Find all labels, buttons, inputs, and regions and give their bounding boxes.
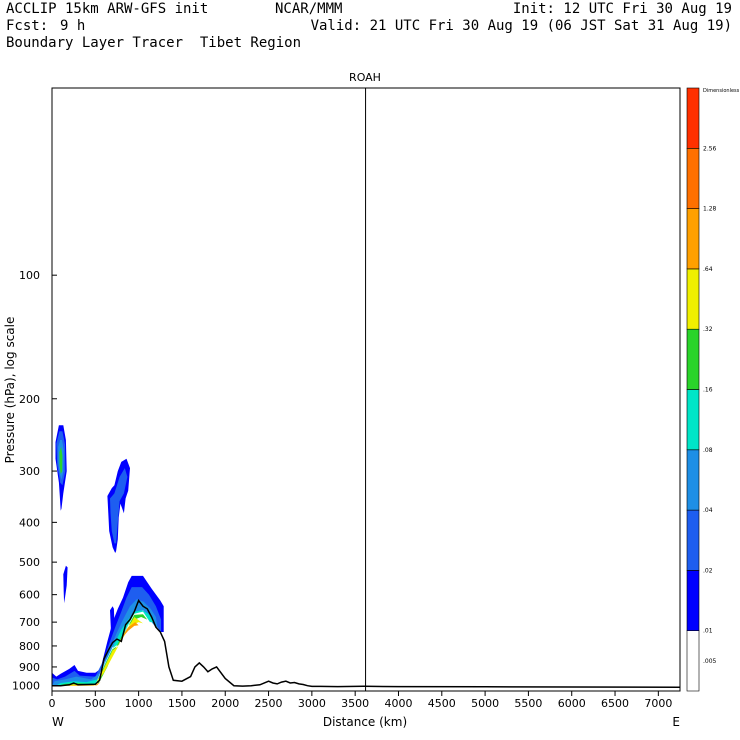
- colorbar-swatch-4: [686, 389, 700, 451]
- x-tick-label-1500: 1500: [168, 697, 196, 710]
- x-tick-label-3000: 3000: [298, 697, 326, 710]
- colorbar-swatch-9: [686, 87, 700, 149]
- init-time: Init: 12 UTC Fri 30 Aug 19: [512, 1, 732, 17]
- colorbar-swatch-6: [686, 268, 700, 330]
- center-label: NCAR/MMM: [275, 1, 343, 17]
- model-title: ACCLIP 15km ARW-GFS init: [6, 1, 209, 17]
- y-tick-label-100: 100: [19, 269, 40, 282]
- tracer-region-10: [52, 599, 158, 686]
- colorbar-swatch-1: [686, 570, 700, 632]
- terrain-line: [52, 598, 681, 688]
- y-axis-label: Pressure (hPa), log scale: [3, 317, 17, 464]
- y-tick-label-400: 400: [19, 516, 40, 529]
- x-tick-label-2500: 2500: [255, 697, 283, 710]
- y-tick-label-700: 700: [19, 616, 40, 629]
- colorbar-swatch-0: [686, 630, 700, 692]
- y-tick-label-500: 500: [19, 556, 40, 569]
- x-tick-label-5000: 5000: [471, 697, 499, 710]
- y-tick-label-1000: 1000: [12, 680, 40, 693]
- colorbar-label-1: .01: [703, 628, 713, 635]
- x-tick-label-4500: 4500: [428, 697, 456, 710]
- x-tick-label-6000: 6000: [558, 697, 586, 710]
- x-tick-label-6500: 6500: [601, 697, 629, 710]
- x-tick-label-2000: 2000: [211, 697, 239, 710]
- tracer-region-6: [63, 565, 68, 604]
- y-tick-label-300: 300: [19, 465, 40, 478]
- terrain-layer: [52, 598, 681, 688]
- tracer-region-14: [65, 682, 101, 686]
- y-tick-label-800: 800: [19, 640, 40, 653]
- x-tick-label-3500: 3500: [341, 697, 369, 710]
- colorbar-label-5: .16: [703, 387, 713, 394]
- colorbar-swatch-8: [686, 148, 700, 209]
- tracer-region-8: [52, 575, 164, 686]
- x-tick-label-500: 500: [85, 697, 106, 710]
- forecast-hour: 9 h: [60, 18, 86, 34]
- colorbar-swatch-5: [686, 328, 700, 390]
- x-tick-label-7000: 7000: [644, 697, 672, 710]
- forecast-label: Fcst:: [6, 18, 49, 34]
- x-tick-label-5500: 5500: [514, 697, 542, 710]
- colorbar-label-3: .04: [703, 507, 713, 514]
- colorbar-title: Dimensionless: [703, 88, 740, 94]
- plot-frame: [51, 87, 681, 692]
- colorbar-label-4: .08: [703, 447, 713, 454]
- tracer-region-12: [57, 614, 148, 686]
- x-tick-label-0: 0: [49, 697, 56, 710]
- tracer-region-5: [110, 468, 128, 544]
- colorbar-label-2: .02: [703, 567, 713, 574]
- tracer-fill-layer: [52, 425, 164, 686]
- colorbar-label-6: .32: [703, 326, 713, 333]
- y-tick-label-600: 600: [19, 589, 40, 602]
- chart-title: ROAH: [349, 71, 381, 84]
- colorbar-swatch-3: [686, 449, 700, 511]
- x-tick-label-4000: 4000: [384, 697, 412, 710]
- y-tick-label-200: 200: [19, 393, 40, 406]
- colorbar-label-0: .005: [703, 658, 717, 665]
- y-tick-label-900: 900: [19, 661, 40, 674]
- colorbar-swatch-2: [686, 509, 700, 571]
- east-label: E: [672, 715, 680, 729]
- colorbar-label-8: 1.28: [703, 206, 717, 213]
- tracer-region-15: [117, 622, 139, 646]
- colorbar: .005 .01 .02 .04 .08 .16 .32 .64 1.28 2.56 Dimensi…: [686, 87, 740, 692]
- west-label: W: [52, 715, 64, 729]
- colorbar-label-7: .64: [703, 266, 713, 273]
- y-axis: 100 200 300 400 500 600 700 800 900 1000: [12, 269, 57, 693]
- product-name: Boundary Layer Tracer Tibet Region: [6, 35, 302, 51]
- colorbar-label-9: 2.56: [703, 145, 717, 152]
- x-axis-label: Distance (km): [323, 715, 407, 729]
- x-tick-label-1000: 1000: [125, 697, 153, 710]
- x-axis: 0 500 1000 1500 2000 2500 3000 3500 4000 4500 5000…: [49, 691, 672, 710]
- colorbar-swatch-7: [686, 208, 700, 270]
- tracer-region-3: [59, 446, 63, 474]
- valid-time: Valid: 21 UTC Fri 30 Aug 19 (06 JST Sat …: [310, 18, 732, 34]
